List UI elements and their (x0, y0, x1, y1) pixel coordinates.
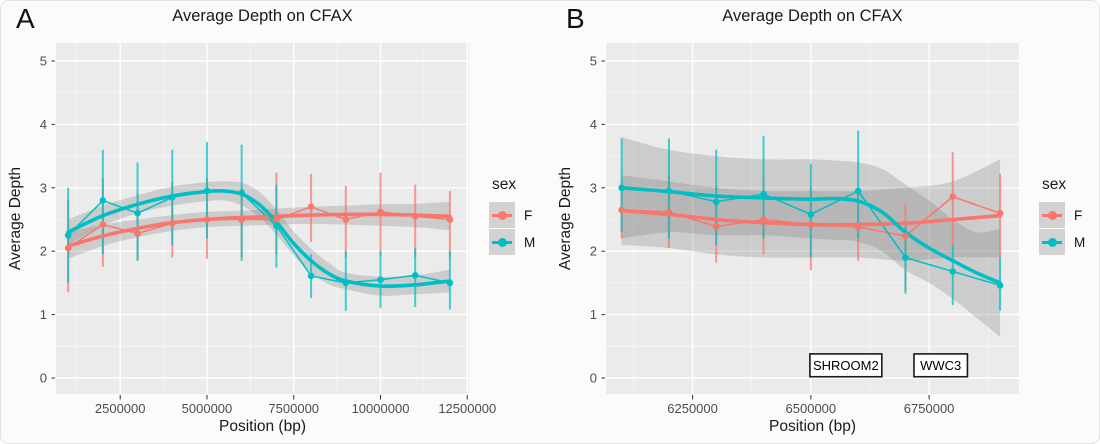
legend-label-M: M (1074, 234, 1086, 250)
svg-text:5: 5 (590, 54, 597, 69)
line-F (67, 205, 450, 249)
svg-text:2: 2 (40, 244, 47, 259)
legend-key-M-icon (1039, 229, 1065, 255)
svg-text:1: 1 (40, 307, 47, 322)
svg-text:7500000: 7500000 (268, 401, 319, 416)
plot-area-a: 0 1 2 3 4 5 2500000 5000000 7500000 10000000 12500… (40, 43, 496, 416)
points-F (64, 203, 454, 252)
gene-label-SHROOM2: SHROOM2 (813, 358, 879, 373)
svg-text:5: 5 (40, 54, 47, 69)
smooth-F (66, 212, 452, 248)
legend-point-icon (1047, 210, 1057, 220)
svg-text:2500000: 2500000 (95, 401, 146, 416)
x-tick-labels: 6250000 6500000 6750000 (667, 401, 954, 416)
chart-title-b: Average Depth on CFAX (722, 7, 903, 25)
legend-key-F-icon (489, 202, 515, 228)
chart-title-a: Average Depth on CFAX (172, 7, 353, 25)
legend-title-b: sex (1042, 176, 1067, 193)
points-M (64, 187, 454, 287)
gene-label-WWC3: WWC3 (920, 358, 961, 373)
legend-key-F-icon (1039, 202, 1065, 228)
legend-item-F: F (1039, 202, 1085, 228)
legend-label-F: F (524, 207, 533, 223)
legend-point-icon (1047, 237, 1057, 247)
y-tick-labels: 0 1 2 3 4 5 (40, 54, 47, 386)
axis-ticks (601, 60, 930, 400)
legend-item-M: M (489, 229, 535, 255)
svg-text:1: 1 (590, 307, 597, 322)
smooth-M (66, 188, 452, 289)
svg-text:0: 0 (590, 371, 597, 386)
legend-point-icon (497, 237, 507, 247)
svg-text:0: 0 (40, 371, 47, 386)
legend-label-M: M (524, 234, 536, 250)
gene-box-SHROOM2: SHROOM2 (809, 353, 883, 378)
legend-key-M-icon (489, 229, 515, 255)
legend-item-M: M (1039, 229, 1085, 255)
svg-text:12500000: 12500000 (438, 401, 496, 416)
legend-item-F: F (489, 202, 535, 228)
legend-title-a: sex (492, 176, 517, 193)
svg-text:4: 4 (590, 117, 597, 132)
points-M (618, 184, 1004, 289)
svg-text:6250000: 6250000 (667, 401, 718, 416)
svg-text:3: 3 (40, 180, 47, 195)
svg-text:3: 3 (590, 180, 597, 195)
smooth-M (619, 186, 1002, 285)
gene-box-WWC3: WWC3 (913, 353, 969, 378)
points-F (618, 193, 1004, 240)
legend-point-icon (497, 210, 507, 220)
x-axis-title-a: Position (bp) (218, 418, 306, 435)
svg-text:4: 4 (40, 117, 47, 132)
x-axis-title-b: Position (bp) (768, 418, 856, 435)
y-tick-labels: 0 1 2 3 4 5 (590, 54, 597, 386)
panel-label-a: A (16, 3, 35, 34)
major-gridlines (56, 43, 469, 394)
axis-ticks (51, 60, 468, 400)
legend-label-F: F (1074, 207, 1083, 223)
line-M (67, 190, 451, 284)
major-gridlines (606, 43, 1019, 394)
svg-text:6750000: 6750000 (904, 401, 955, 416)
panel-label-b: B (566, 3, 585, 34)
svg-text:10000000: 10000000 (352, 401, 410, 416)
svg-text:6500000: 6500000 (786, 401, 837, 416)
plot-area-b: SHROOM2 WWC3 0 1 2 3 4 5 6250000 6500000 6750000 (590, 43, 1019, 416)
panel-b: B Average Depth on CFAX Average Depth SH… (551, 1, 1099, 443)
svg-text:5000000: 5000000 (182, 401, 233, 416)
svg-text:2: 2 (590, 244, 597, 259)
x-tick-labels: 2500000 5000000 7500000 10000000 12500000 (95, 401, 496, 416)
